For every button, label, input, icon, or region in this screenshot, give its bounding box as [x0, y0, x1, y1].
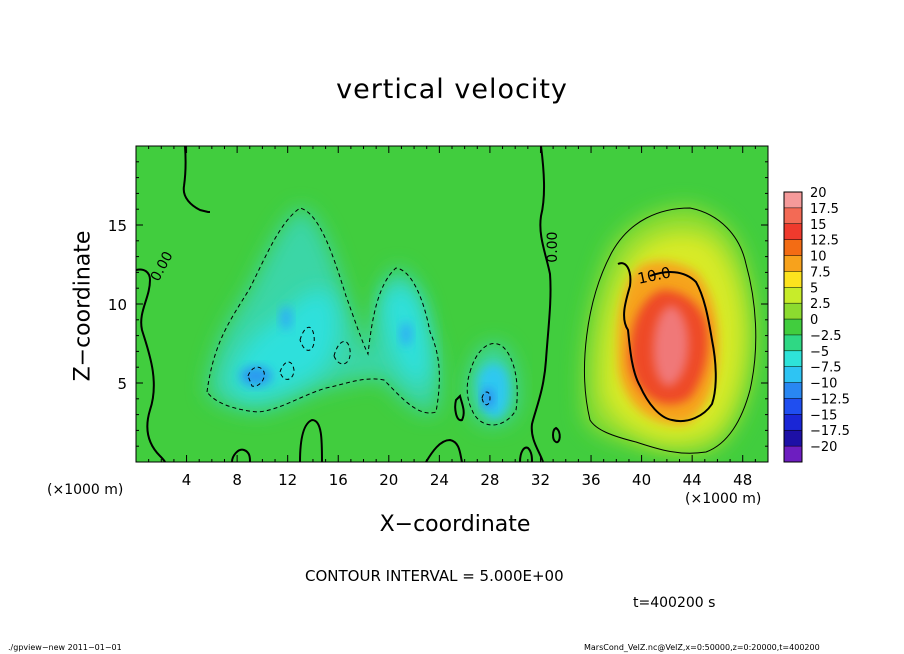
colorbar-label: 17.5 — [810, 202, 839, 217]
colorbar-label: −20 — [810, 440, 837, 455]
x-tick-label: 20 — [379, 471, 398, 489]
contour-label: 0.00 — [545, 232, 561, 263]
colorbar-swatch — [784, 366, 802, 384]
colorbar-label: −17.5 — [810, 424, 850, 439]
contour-interval-text: CONTOUR INTERVAL = 5.000E+00 — [305, 567, 564, 585]
time-label: t=400200 s — [633, 595, 716, 611]
colorbar-swatch — [784, 350, 802, 368]
chart-title: vertical velocity — [336, 74, 568, 105]
zero-contour-mid — [530, 146, 552, 462]
minus-ten-contour-2 — [481, 391, 491, 406]
colorbar-swatch — [784, 192, 802, 209]
footer-left: ./gpview−new 2011−01−01 — [8, 643, 122, 652]
colorbar-label: 10 — [810, 250, 827, 265]
x-tick-label: 12 — [278, 471, 297, 489]
downdraft-core-3 — [400, 322, 412, 346]
colorbar-swatch — [784, 287, 802, 304]
minus-five-contour-right — [466, 343, 518, 426]
ten-contour — [617, 262, 717, 422]
downdraft-core-4 — [482, 388, 494, 408]
negative-contours — [206, 207, 518, 426]
colorbar-label: −5 — [810, 345, 829, 360]
downdraft-core-1 — [240, 366, 272, 386]
x-axis-label: X−coordinate — [379, 512, 531, 537]
colorbar: 2017.51512.5107.552.50−2.5−5−7.5−10−12.5… — [783, 186, 850, 463]
colorbar-label: 5 — [810, 281, 818, 296]
updraft-core — [653, 305, 689, 387]
colorbar-swatch — [784, 207, 802, 225]
colorbar-swatch — [784, 334, 802, 352]
colorbar-label: 12.5 — [810, 234, 839, 249]
zero-contour-blob-4 — [519, 446, 533, 462]
colorbar-label: −2.5 — [810, 329, 842, 344]
colorbar-swatch — [784, 255, 802, 272]
x-tick-label: 24 — [430, 471, 449, 489]
five-contour — [584, 207, 757, 454]
y-tick-label: 5 — [117, 375, 127, 393]
zero-contour-topleft — [182, 146, 210, 213]
x-tick-label: 40 — [632, 471, 651, 489]
colorbar-swatch — [784, 430, 802, 447]
colorbar-label: 2.5 — [810, 297, 831, 312]
x-tick-label: 28 — [480, 471, 499, 489]
x-tick-label: 8 — [232, 471, 242, 489]
colorbar-swatch — [784, 319, 802, 336]
zero-contour-blob-6 — [552, 426, 561, 444]
minus-five-fragment-2 — [333, 341, 351, 365]
x-unit-label-right: (×1000 m) — [685, 491, 762, 507]
downdraft-core-2 — [280, 306, 292, 330]
x-tick-label: 16 — [329, 471, 348, 489]
colorbar-swatch — [784, 414, 802, 431]
colorbar-swatch — [784, 382, 802, 399]
colorbar-swatch — [784, 398, 802, 415]
zero-contour-blob-3 — [231, 448, 251, 462]
colorbar-label: 20 — [810, 186, 827, 201]
colorbar-swatch — [784, 223, 802, 241]
colorbar-swatch — [784, 271, 802, 288]
x-tick-label: 4 — [182, 471, 192, 489]
footer-right: MarsCond_VelZ.nc@VelZ,x=0:50000,z=0:2000… — [584, 643, 820, 652]
colorbar-label: 0 — [810, 313, 818, 328]
zero-contour-left — [136, 268, 166, 462]
x-tick-label: 32 — [531, 471, 550, 489]
zero-contour-blob-5 — [454, 394, 465, 422]
colorbar-swatch — [784, 239, 802, 257]
y-tick-label: 10 — [108, 296, 127, 314]
x-tick-label: 48 — [733, 471, 752, 489]
colorbar-label: 7.5 — [810, 265, 831, 280]
colorbar-swatch — [784, 446, 802, 463]
colorbar-label: −15 — [810, 408, 837, 423]
colorbar-label: 15 — [810, 218, 827, 233]
y-tick-label: 15 — [108, 217, 127, 235]
colorbar-label: −10 — [810, 377, 837, 392]
minus-five-contour-main — [206, 207, 440, 414]
velocity-field — [136, 146, 768, 462]
zero-contours — [136, 146, 717, 462]
colorbar-label: −7.5 — [810, 361, 842, 376]
zero-contour-blob-1 — [299, 418, 323, 462]
minus-ten-contour-1 — [247, 366, 265, 387]
minus-five-fragment-1 — [299, 326, 315, 351]
colorbar-swatch — [784, 303, 802, 320]
colorbar-label: −12.5 — [810, 392, 850, 407]
minus-five-fragment-3 — [279, 361, 295, 380]
x-tick-label: 44 — [683, 471, 702, 489]
x-tick-label: 36 — [581, 471, 600, 489]
x-unit-label-left: (×1000 m) — [47, 482, 124, 498]
zero-contour-blob-2 — [425, 438, 463, 462]
